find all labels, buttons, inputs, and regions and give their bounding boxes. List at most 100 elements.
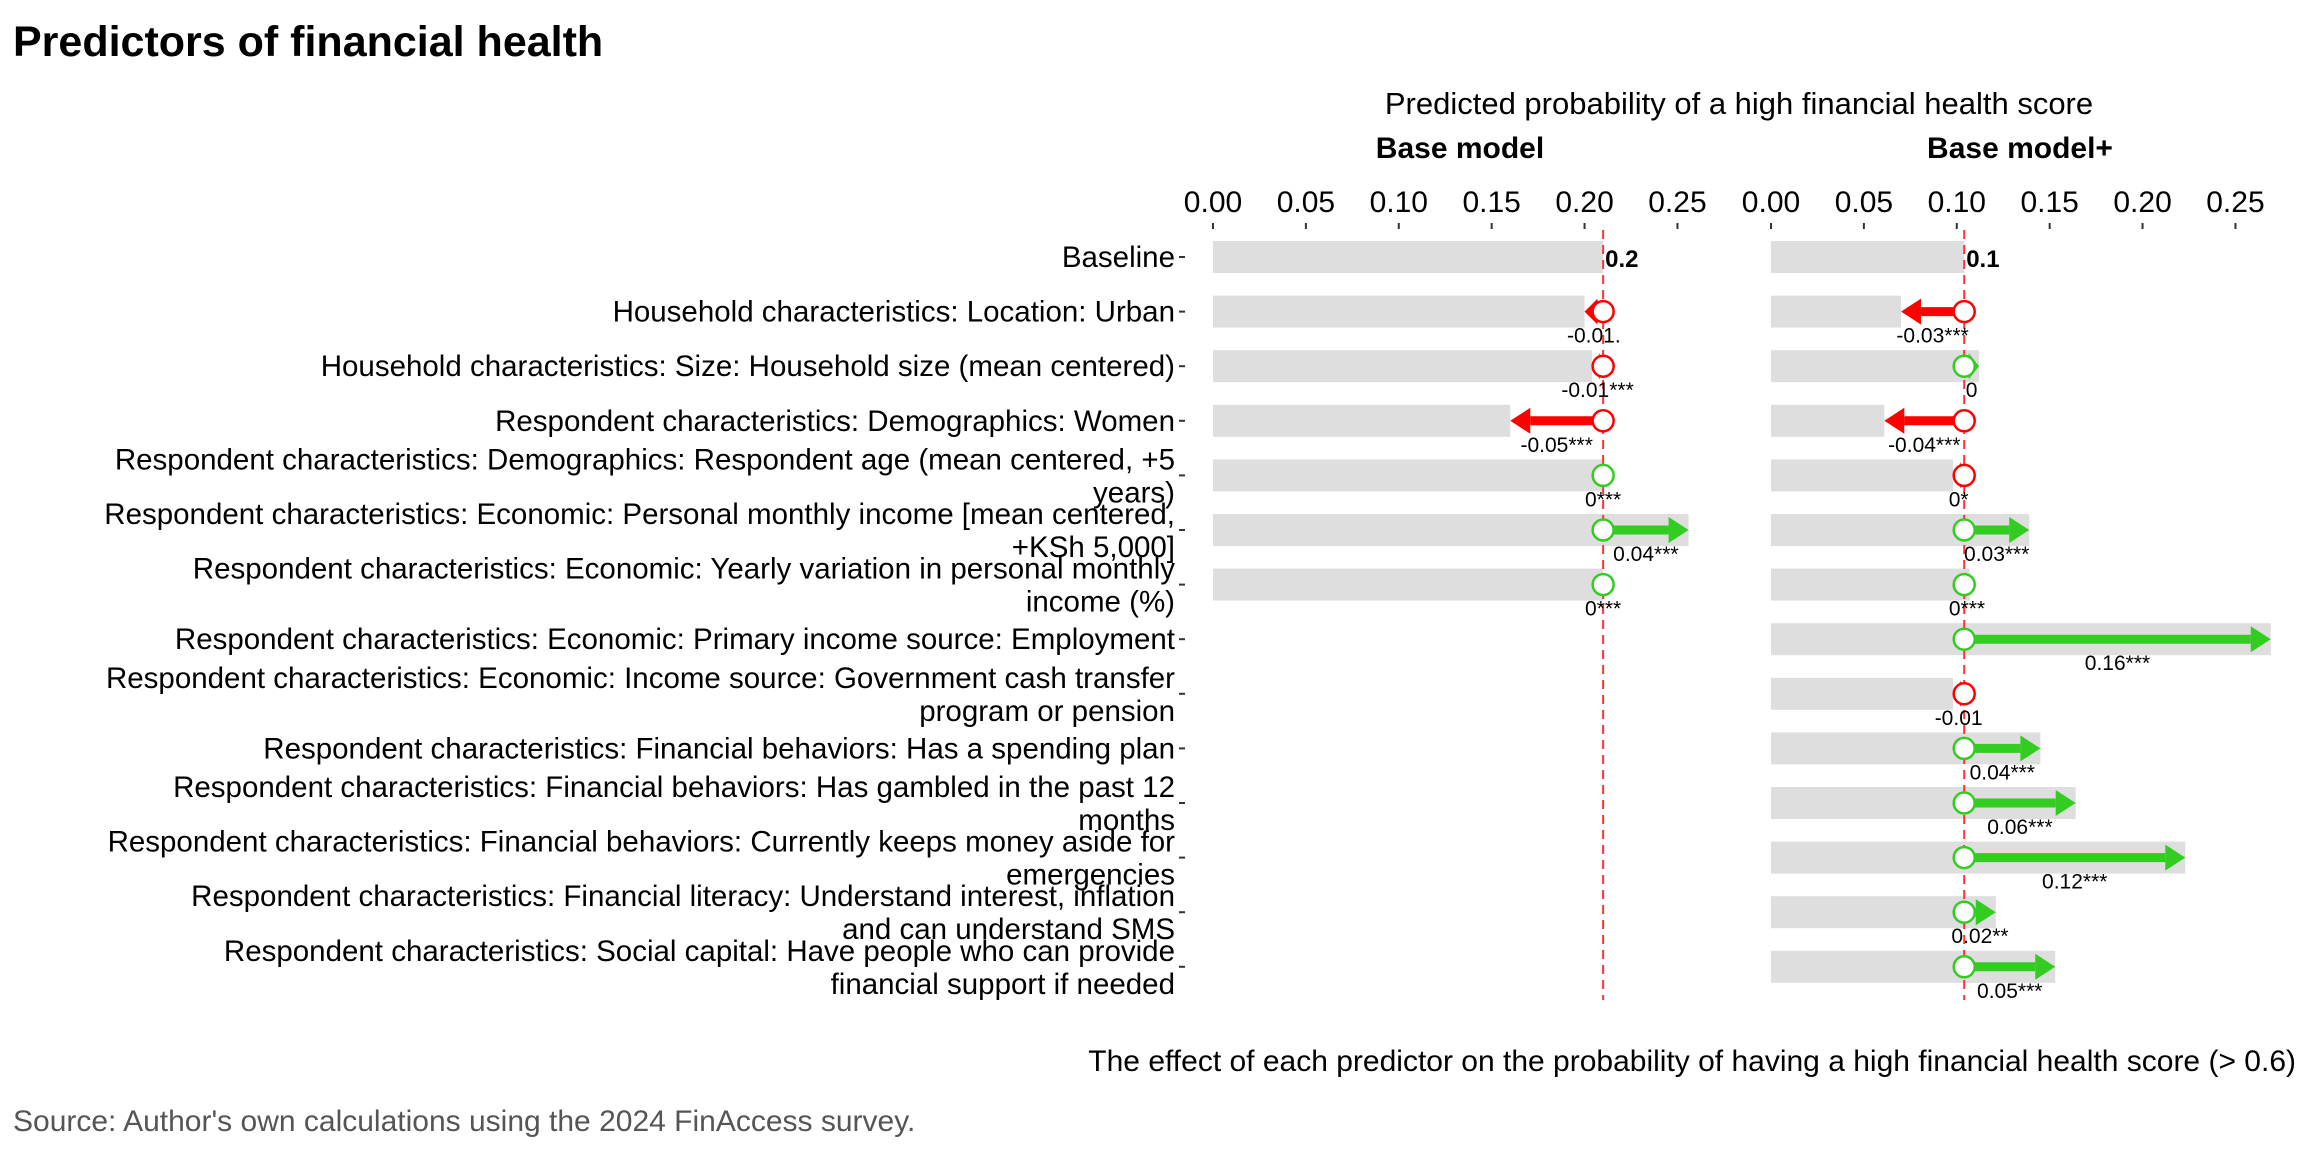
x-tick-label: 0.10 (1928, 186, 1986, 219)
effect-start-marker (1591, 354, 1615, 378)
effect-value-label: 0*** (1585, 598, 1621, 621)
effect-grey-bar (1213, 404, 1511, 437)
effect-start-marker (1591, 463, 1615, 488)
effect-start-marker (1952, 845, 1976, 870)
effect-arrow-head (2250, 626, 2271, 653)
effect-grey-bar (1213, 350, 1592, 383)
effect-grey-bar (1771, 295, 1902, 328)
x-tick-label: 0.10 (1370, 186, 1428, 219)
effect-value-label: -0.03*** (1896, 325, 1968, 348)
effect-value-label: 0* (1949, 488, 1969, 511)
category-label: Household characteristics: Size: Househo… (321, 350, 1175, 383)
effect-value-label: -0.01*** (1561, 379, 1633, 402)
chart-title: Predictors of financial health (13, 18, 603, 66)
effect-grey-bar (1771, 350, 1980, 383)
x-tick-label: 0.05 (1835, 186, 1893, 219)
category-label-line1: Respondent characteristics: Demographics… (115, 443, 1175, 476)
effect-arrow-head (1510, 407, 1531, 434)
effect-start-marker (1591, 409, 1615, 433)
panel-base-model: Base model 0.00 0.05 0.10 0.15 0.20 0.25 0.2 -0.… (1184, 132, 1707, 1000)
effect-start-marker (1591, 518, 1615, 542)
effect-grey-bar (1771, 677, 1954, 710)
effect-start-marker (1591, 572, 1615, 597)
baseline-value-label: 0.1 (1966, 246, 1999, 273)
effect-start-marker (1591, 299, 1615, 324)
effect-start-marker (1952, 955, 1976, 979)
category-label-line1: Respondent characteristics: Economic: Pe… (104, 498, 1175, 531)
category-label-line2: years) (1093, 476, 1175, 509)
effect-value-label: 0.02** (1951, 925, 2008, 948)
effect-arrow-head (2020, 735, 2041, 762)
rows-layer: Baseline Household characteristics: Locat… (104, 241, 1185, 1001)
effect-start-marker (1952, 299, 1976, 324)
category-label: Household characteristics: Location: Urb… (613, 296, 1175, 329)
effect-value-label: -0.05*** (1520, 434, 1592, 457)
category-label-line1: Respondent characteristics: Economic: In… (106, 662, 1175, 695)
effect-arrow-head (1668, 517, 1689, 543)
effect-value-label: 0.16*** (2085, 652, 2150, 675)
effect-grey-bar (1771, 459, 1954, 492)
category-label-line1: Respondent characteristics: Economic: Ye… (193, 553, 1175, 586)
category-label-line2: months (1078, 804, 1175, 837)
effect-start-marker (1952, 409, 1976, 433)
category-label-line2: emergencies (1006, 859, 1175, 892)
effect-value-label: 0.05*** (1977, 980, 2042, 1003)
category-label-line2: +KSh 5,000] (1012, 531, 1175, 564)
effect-value-label: 0.06*** (1987, 816, 2052, 839)
effect-start-marker (1952, 354, 1976, 378)
panel-title: Base model+ (1927, 132, 2113, 165)
effect-value-label: -0.01 (1935, 707, 1983, 730)
effect-arrow-head (1975, 899, 1996, 926)
category-label-line2: and can understand SMS (842, 913, 1175, 946)
x-tick-label: 0.25 (1648, 186, 1706, 219)
effect-arrow-head (2055, 790, 2076, 816)
effect-grey-bar (1771, 568, 1970, 601)
effect-grey-bar (1771, 404, 1885, 437)
effect-start-marker (1952, 463, 1976, 488)
category-label-line2: income (%) (1026, 586, 1175, 619)
effect-arrow-head (2165, 844, 2186, 871)
x-tick-label: 0.05 (1277, 186, 1335, 219)
category-label-line1: Respondent characteristics: Social capit… (224, 935, 1175, 968)
effect-grey-bar (1213, 459, 1604, 492)
x-tick-label: 0.20 (2113, 186, 2171, 219)
effect-value-label: 0.04*** (1970, 761, 2035, 784)
effect-value-label: 0.04*** (1613, 543, 1678, 566)
effect-start-marker (1952, 682, 1976, 706)
effect-value-label: 0 (1966, 379, 1978, 402)
effect-value-label: 0.03*** (1964, 543, 2029, 566)
effect-arrow-head (1901, 298, 1922, 325)
effect-value-label: 0.12*** (2042, 871, 2107, 894)
category-label-line2: financial support if needed (831, 968, 1175, 1001)
category-label-line1: Respondent characteristics: Financial li… (191, 880, 1175, 913)
effect-value-label: 0*** (1585, 488, 1621, 511)
category-label-line1: Respondent characteristics: Financial be… (173, 771, 1175, 804)
effect-start-marker (1952, 736, 1976, 761)
x-tick-label: 0.15 (1462, 186, 1520, 219)
effect-grey-bar (1213, 295, 1585, 328)
x-tick-label: 0.00 (1742, 186, 1800, 219)
effect-arrow-head (2009, 517, 2030, 543)
effect-start-marker (1952, 572, 1976, 597)
effect-arrow-head (2035, 953, 2056, 980)
effect-value-label: -0.04*** (1888, 434, 1960, 457)
category-label: Respondent characteristics: Financial be… (263, 732, 1175, 765)
baseline-value-label: 0.2 (1605, 246, 1638, 273)
effect-arrow-head (1884, 407, 1905, 434)
x-axis-caption: The effect of each predictor on the prob… (1088, 1045, 2296, 1078)
effect-value-label: 0*** (1949, 598, 1985, 621)
category-label-line1: Respondent characteristics: Financial be… (108, 826, 1176, 859)
chart-subtitle: Predicted probability of a high financia… (1385, 86, 2093, 121)
baseline-bar (1771, 241, 1965, 273)
category-label: Respondent characteristics: Economic: Pr… (175, 623, 1175, 656)
panel-base-model-plus: Base model+ 0.00 0.05 0.10 0.15 0.20 0.25 0.1 -0… (1742, 132, 2271, 1003)
effect-start-marker (1952, 518, 1976, 542)
category-label-line2: program or pension (919, 695, 1175, 728)
panel-title: Base model (1376, 132, 1544, 165)
effect-start-marker (1952, 627, 1976, 651)
baseline-bar (1213, 241, 1604, 273)
category-label: Baseline (1062, 241, 1175, 274)
